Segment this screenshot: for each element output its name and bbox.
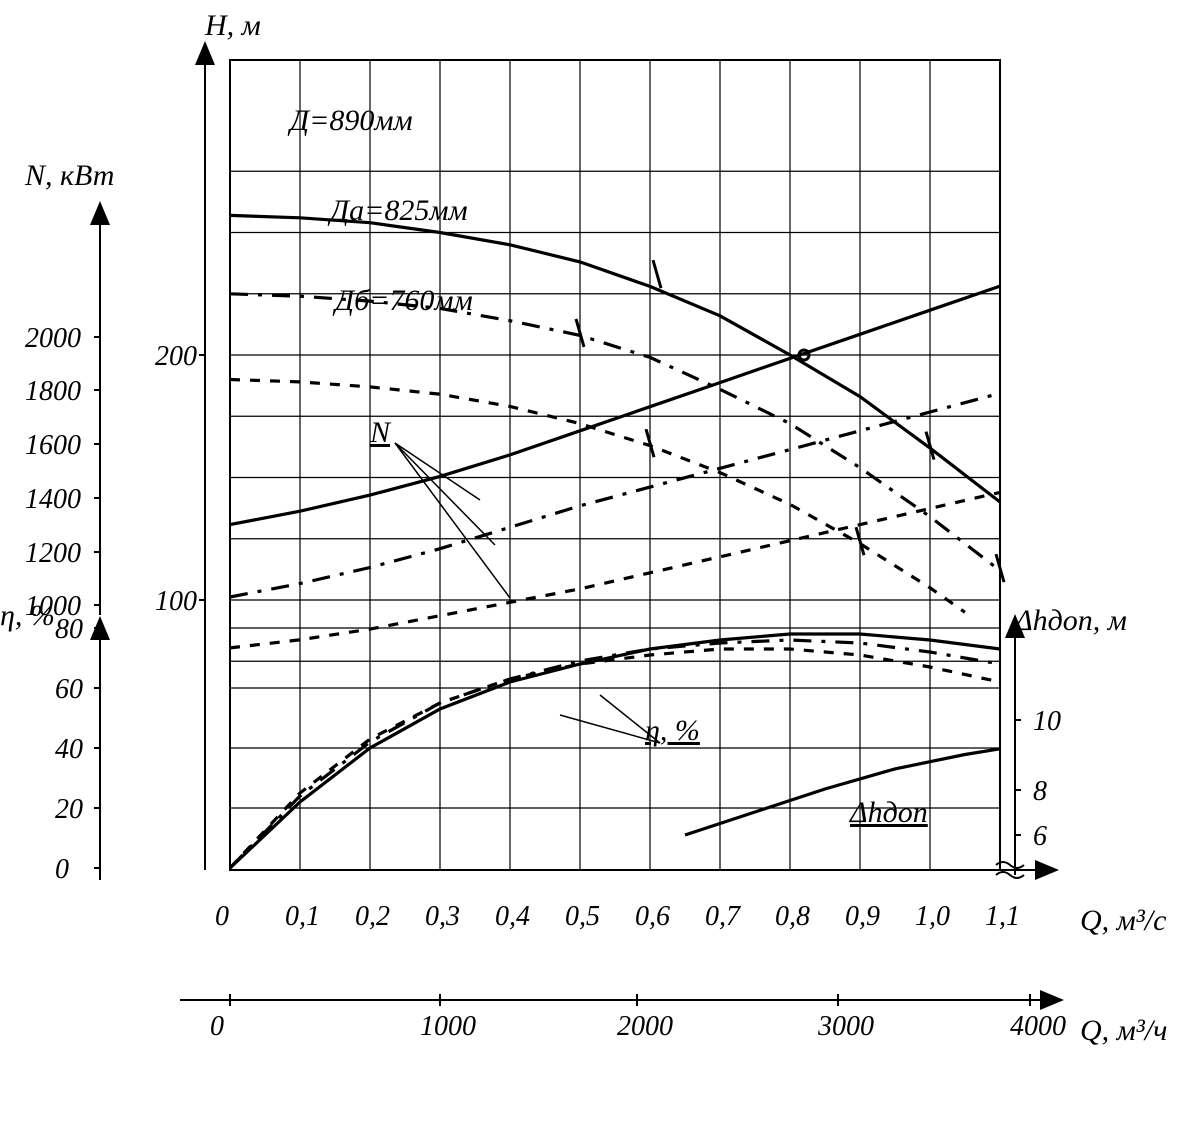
- series-label-eta: η, %: [645, 714, 700, 747]
- tick-N: 1600: [25, 430, 81, 461]
- tick-Qs: 0,3: [425, 901, 460, 932]
- tick-Qh: 1000: [420, 1011, 476, 1042]
- axis-title-H: Н, м: [204, 9, 261, 42]
- tick-Qs: 1,1: [985, 901, 1020, 932]
- series-label-dh: Δhдоп: [849, 796, 928, 829]
- tick-N: 1200: [25, 538, 81, 569]
- tick-Qs: 0,9: [845, 901, 880, 932]
- tick-N: 2000: [25, 323, 81, 354]
- leader-line: [395, 443, 480, 500]
- axis-title-eta: η, %: [0, 599, 55, 632]
- tick-Qh: 2000: [617, 1011, 673, 1042]
- tick-Qs: 0,2: [355, 901, 390, 932]
- tick-Qs: 0,8: [775, 901, 810, 932]
- range-tick: [653, 260, 661, 288]
- axis-title-N: N, кВт: [24, 159, 114, 192]
- eta-curve-D890: [230, 634, 1000, 868]
- dh-curve: [685, 749, 1000, 835]
- tick-Qs: 0,6: [635, 901, 670, 932]
- series-label-D760: Дб=760мм: [332, 284, 473, 317]
- axis-title-dh: Δhдоп, м: [1014, 604, 1127, 637]
- series-label-D890: Д=890мм: [287, 104, 413, 137]
- leader-line: [395, 443, 495, 545]
- series-label-D825: Да=825мм: [327, 194, 468, 227]
- tick-Qs: 1,0: [915, 901, 950, 932]
- tick-Qh: 3000: [817, 1011, 874, 1042]
- eta-curve-D760: [230, 649, 1000, 868]
- head-curve-D760: [230, 380, 965, 613]
- tick-Qh: 0: [210, 1011, 224, 1042]
- tick-Qs: 0,7: [705, 901, 741, 932]
- tick-N: 1800: [25, 376, 81, 407]
- tick-dh: 6: [1033, 821, 1047, 852]
- head-curve-D890: [230, 215, 1000, 502]
- tick-eta: 60: [55, 674, 83, 705]
- power-curve-D890: [230, 286, 1000, 524]
- tick-eta: 80: [55, 614, 83, 645]
- tick-Qs: 0: [215, 901, 229, 932]
- tick-dh: 8: [1033, 776, 1047, 807]
- series-label-N: N: [369, 416, 392, 449]
- tick-N: 1400: [25, 484, 81, 515]
- tick-H: 200: [155, 341, 197, 372]
- tick-eta: 40: [55, 734, 83, 765]
- tick-Qs: 0,1: [285, 901, 320, 932]
- tick-dh: 10: [1033, 706, 1061, 737]
- tick-Qs: 0,4: [495, 901, 530, 932]
- power-curve-D760: [230, 492, 1000, 648]
- axis-title-Qs: Q, м³/с: [1080, 904, 1166, 937]
- axis-title-Qh: Q, м³/ч: [1080, 1014, 1167, 1047]
- leader-line: [395, 443, 510, 598]
- tick-Qh: 4000: [1010, 1011, 1066, 1042]
- power-curve-D825: [230, 393, 1000, 597]
- head-curve-D825: [230, 294, 1000, 571]
- tick-Qs: 0,5: [565, 901, 600, 932]
- pump-characteristic-chart: 1002001000120014001600180020000204060806…: [0, 0, 1200, 1147]
- eta-curve-D825: [230, 640, 1000, 868]
- tick-eta: 20: [55, 794, 83, 825]
- tick-H: 100: [155, 586, 197, 617]
- tick-eta: 0: [55, 854, 69, 885]
